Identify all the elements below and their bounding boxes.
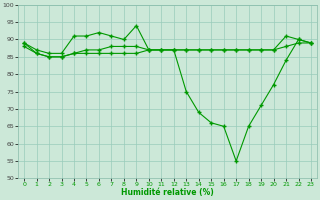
X-axis label: Humidité relative (%): Humidité relative (%) (121, 188, 214, 197)
